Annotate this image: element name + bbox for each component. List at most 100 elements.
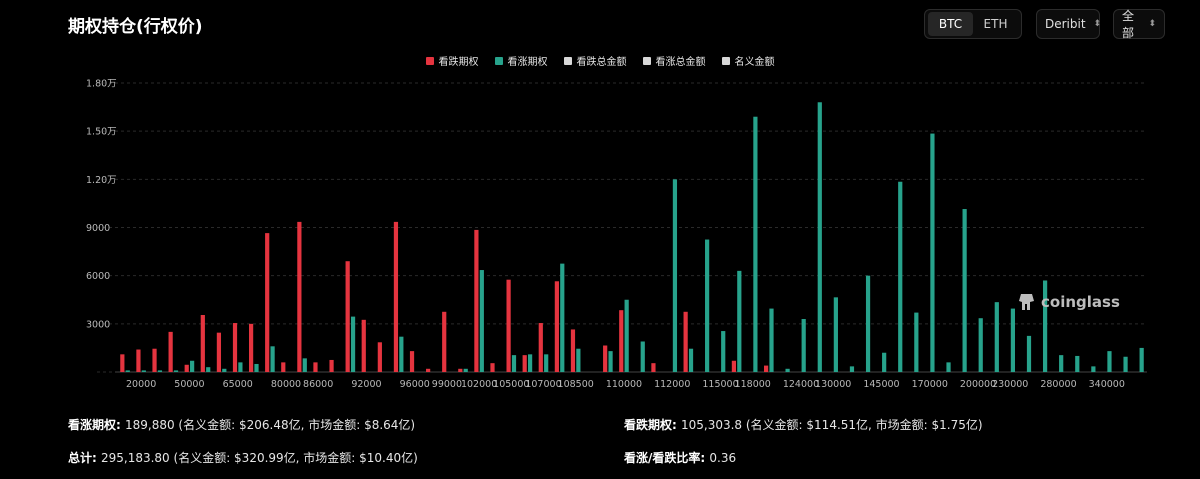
put-bar [345, 261, 350, 372]
x-tick-label: 20000 [126, 379, 156, 390]
put-bar [458, 368, 463, 372]
x-tick-label: 230000 [992, 379, 1028, 390]
x-tick-label: 340000 [1089, 379, 1125, 390]
put-bar [731, 360, 737, 372]
call-bar [222, 368, 227, 372]
call-bar [882, 352, 887, 372]
put-bar [442, 311, 447, 372]
legend-swatch-notional [721, 56, 730, 65]
call-bar [560, 263, 565, 372]
ratio-summary-value: 0.36 [709, 451, 737, 465]
x-tick-label: 145000 [863, 379, 899, 390]
put-bar [651, 363, 656, 372]
tab-btc[interactable]: BTC [928, 12, 973, 36]
exchange-select-value: Deribit [1045, 17, 1086, 31]
legend-label: 名义金额 [734, 57, 775, 68]
y-tick-label: 6000 [86, 271, 110, 282]
put-bar [248, 323, 254, 372]
put-bar [329, 359, 334, 372]
expiry-select[interactable]: 全部 ⬍ [1113, 9, 1165, 40]
x-tick-label: 96000 [400, 379, 430, 390]
put-bar [136, 349, 141, 372]
put-bar [200, 315, 205, 372]
call-bar [930, 133, 935, 372]
call-bar [190, 360, 195, 372]
legend-label: 看跌期权 [438, 57, 479, 68]
put-bar [409, 351, 415, 372]
x-tick-label: 170000 [912, 379, 948, 390]
x-tick-label: 102000 [461, 379, 497, 390]
x-tick-label: 107000 [525, 379, 561, 390]
legend-put-total[interactable]: 看跌总金额 [563, 53, 627, 68]
x-tick-label: 105000 [493, 379, 529, 390]
call-bar [1075, 355, 1080, 372]
call-bar [978, 318, 983, 372]
y-tick-label: 1.80万 [86, 79, 117, 90]
call-bar [399, 336, 404, 372]
put-bar [184, 364, 189, 372]
call-bar [479, 270, 484, 372]
call-bar [721, 331, 726, 372]
legend-put[interactable]: 看跌期权 [425, 53, 479, 68]
call-bar [914, 312, 919, 372]
legend-call-total[interactable]: 看涨总金额 [642, 53, 706, 68]
call-bar [785, 368, 790, 372]
legend-notional[interactable]: 名义金额 [721, 53, 775, 68]
coinglass-watermark: coinglass [1018, 292, 1120, 312]
put-summary: 看跌期权: 105,303.8 (名义金额: $114.51亿, 市场金额: $… [624, 416, 983, 433]
call-bar [1139, 347, 1144, 372]
call-bar [173, 370, 179, 372]
put-bar [377, 342, 382, 372]
call-bar [705, 239, 710, 372]
ratio-summary-label: 看涨/看跌比率: [624, 451, 710, 465]
put-bar [490, 363, 495, 372]
y-tick-label: 9000 [86, 223, 110, 234]
x-tick-label: 50000 [174, 379, 204, 390]
call-bar [527, 354, 533, 372]
x-tick-label: 80000 [271, 379, 301, 390]
exchange-select[interactable]: Deribit ⬍ [1036, 9, 1102, 39]
put-bar [474, 229, 479, 372]
put-bar [281, 362, 286, 372]
call-bar [254, 363, 259, 372]
call-bar [801, 319, 806, 372]
ratio-summary: 看涨/看跌比率: 0.36 [624, 449, 736, 466]
y-tick-label: 1.50万 [86, 127, 117, 138]
expiry-select-value: 全部 [1122, 9, 1135, 40]
tab-eth[interactable]: ETH [983, 17, 1008, 31]
call-summary-label: 看涨期权: [68, 418, 125, 432]
coinglass-logo-icon [1019, 294, 1034, 310]
call-bar [350, 316, 356, 372]
put-bar [232, 323, 238, 372]
page-title: 期权持仓(行权价) [68, 17, 203, 37]
total-summary-value: 295,183.80 (名义金额: $320.99亿, 市场金额: $10.40… [100, 451, 418, 465]
call-bar [737, 270, 742, 372]
call-bar [238, 362, 243, 372]
legend-call[interactable]: 看涨期权 [494, 53, 548, 68]
legend-swatch-put-total [563, 56, 572, 65]
call-bar [1059, 355, 1064, 372]
call-bar [270, 346, 275, 372]
call-bar [1010, 308, 1016, 372]
x-tick-label: 130000 [815, 379, 851, 390]
x-tick-label: 200000 [960, 379, 996, 390]
call-bar [849, 366, 855, 372]
put-bar [152, 348, 157, 372]
put-bar [216, 332, 222, 372]
put-bar [120, 354, 125, 372]
put-bar [570, 329, 576, 372]
open-interest-chart: 3000 6000 9000 1.20万 1.50万 1.80万 20000 50000 650… [86, 79, 1147, 390]
total-summary: 总计: 295,183.80 (名义金额: $320.99亿, 市场金额: $1… [68, 449, 418, 466]
call-bar [141, 370, 146, 372]
up-down-chevron-icon: ⬍ [1093, 18, 1102, 29]
x-tick-label: 86000 [303, 379, 333, 390]
put-bar [522, 355, 527, 372]
call-bar [640, 341, 645, 372]
put-bar [619, 310, 624, 372]
call-bar [753, 116, 758, 372]
put-bar [426, 368, 431, 372]
put-summary-value: 105,303.8 (名义金额: $114.51亿, 市场金额: $1.75亿) [680, 418, 983, 432]
call-bar [898, 181, 903, 372]
legend-label: 看涨期权 [507, 57, 548, 68]
call-bar [865, 275, 871, 372]
